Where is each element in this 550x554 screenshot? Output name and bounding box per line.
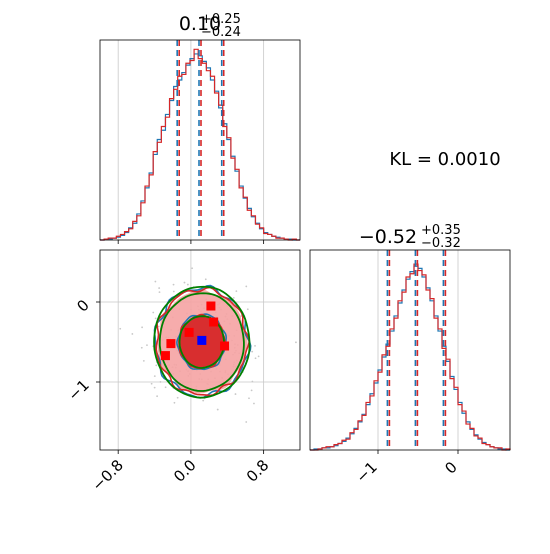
sample-point bbox=[146, 344, 148, 347]
sample-point bbox=[246, 308, 249, 311]
sample-point bbox=[248, 397, 250, 400]
sample-point bbox=[155, 364, 158, 367]
sample-point bbox=[253, 402, 255, 405]
sample-point bbox=[295, 341, 297, 344]
sample-point bbox=[142, 359, 145, 362]
joint-density-panel: −0.8 0.0 0.8 −1 0 bbox=[64, 249, 301, 495]
joint-xtick-label: −0.8 bbox=[89, 456, 127, 494]
joint-ytick-label: −1 bbox=[64, 376, 92, 404]
sample-point bbox=[216, 408, 219, 411]
title-x-upper: +0.25 bbox=[201, 12, 241, 27]
sample-point bbox=[250, 389, 253, 392]
hist-x-hist-blue bbox=[100, 53, 300, 241]
title-x-base: 0.10 bbox=[179, 13, 221, 35]
sample-point bbox=[245, 421, 248, 423]
joint-ytick-label: 0 bbox=[73, 296, 92, 315]
sample-point bbox=[150, 382, 153, 385]
highlight-point-red bbox=[206, 301, 216, 311]
hist-y-xtick-label: −1 bbox=[352, 458, 380, 486]
sample-point bbox=[240, 315, 243, 318]
sample-point bbox=[254, 357, 257, 360]
contour-red-outer bbox=[155, 286, 250, 397]
sample-point bbox=[204, 278, 207, 281]
sample-point bbox=[140, 346, 143, 349]
sample-point bbox=[172, 283, 175, 286]
sample-point bbox=[154, 280, 157, 283]
sample-point bbox=[153, 386, 156, 389]
sample-point bbox=[164, 386, 167, 389]
hist-x-hist-red bbox=[100, 48, 300, 241]
sample-point bbox=[235, 290, 238, 292]
sample-point bbox=[234, 393, 237, 395]
joint-xtick-label: 0.8 bbox=[243, 456, 273, 486]
hist-y-frame bbox=[309, 249, 511, 451]
sample-point bbox=[154, 317, 157, 320]
joint-frame bbox=[99, 249, 301, 451]
sample-point bbox=[157, 325, 160, 328]
histogram-y-panel: −1 0 bbox=[309, 249, 511, 486]
sample-point bbox=[153, 375, 156, 378]
sample-point bbox=[191, 267, 194, 270]
highlight-point-blue bbox=[197, 335, 207, 345]
hist-y-hist-blue bbox=[310, 265, 510, 451]
title-x: 0.10 bbox=[179, 13, 221, 35]
contour-green-mid bbox=[158, 292, 245, 392]
sample-point bbox=[202, 399, 205, 402]
highlight-point-red bbox=[160, 351, 170, 361]
sample-point bbox=[232, 296, 235, 299]
hist-x-frame bbox=[99, 39, 301, 241]
sample-point bbox=[251, 350, 254, 353]
title-y: −0.52 bbox=[359, 226, 417, 248]
hist-y-xtick-label: 0 bbox=[441, 458, 460, 477]
title-y-upper: +0.35 bbox=[421, 223, 461, 238]
title-y-base: −0.52 bbox=[359, 226, 417, 248]
sample-point bbox=[152, 311, 155, 314]
title-y-lower: −0.32 bbox=[421, 236, 461, 251]
highlight-point-red bbox=[220, 341, 230, 351]
sample-point bbox=[119, 327, 122, 330]
kl-annotation: KL = 0.0010 bbox=[389, 149, 500, 170]
sample-point bbox=[257, 355, 260, 358]
sample-point bbox=[254, 344, 256, 347]
sample-point bbox=[183, 281, 186, 284]
sample-point bbox=[158, 291, 161, 294]
sample-point bbox=[172, 290, 175, 293]
joint-xtick-label: 0.0 bbox=[170, 456, 200, 486]
sample-point bbox=[245, 285, 248, 288]
highlight-point-red bbox=[184, 327, 194, 337]
highlight-point-red bbox=[166, 339, 176, 349]
sample-point bbox=[131, 333, 134, 335]
hist-y-hist-red bbox=[310, 263, 511, 451]
title-x-lower: −0.24 bbox=[201, 25, 241, 40]
sample-point bbox=[156, 395, 159, 398]
sample-point bbox=[141, 326, 144, 329]
contour-green-outer bbox=[153, 285, 251, 399]
histogram-x-panel bbox=[99, 39, 301, 244]
sample-point bbox=[176, 396, 179, 399]
sample-point bbox=[173, 401, 176, 404]
sample-point bbox=[158, 287, 161, 289]
highlight-point-red bbox=[209, 317, 219, 327]
sample-point bbox=[186, 283, 189, 286]
